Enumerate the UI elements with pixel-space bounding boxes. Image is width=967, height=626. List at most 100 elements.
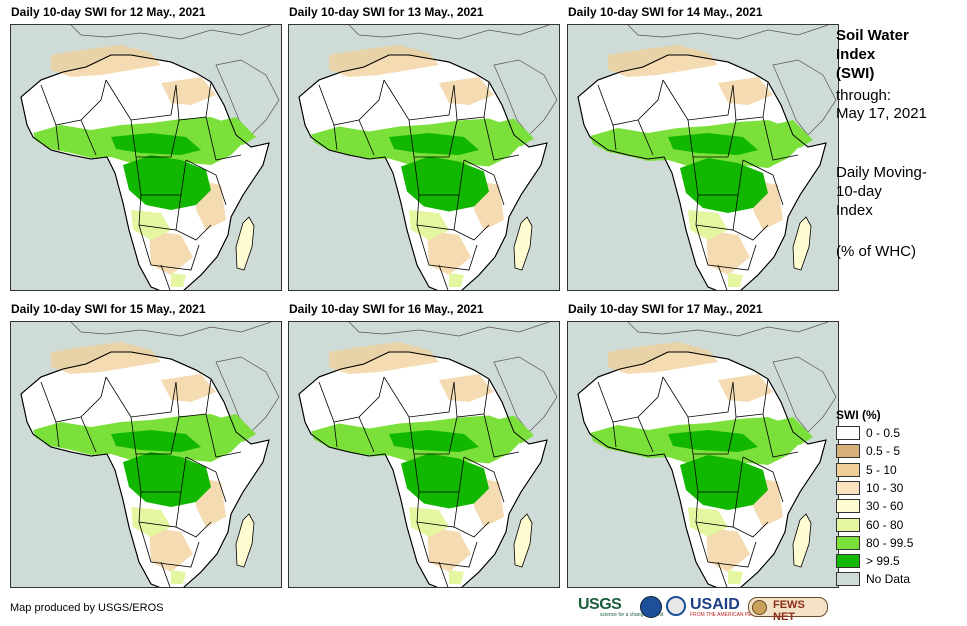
- dry-zone: [149, 527, 193, 572]
- country-border: [695, 194, 739, 231]
- wet-zone: [401, 156, 489, 212]
- country-border: [453, 81, 490, 121]
- legend-label: 30 - 60: [866, 499, 904, 514]
- legend-item: 0.5 - 5: [836, 443, 956, 460]
- country-border: [687, 119, 737, 158]
- europe-coastline: [348, 322, 550, 337]
- africa-coastline: [20, 54, 270, 290]
- moderate-wet-zone: [728, 570, 743, 584]
- country-border: [175, 81, 212, 121]
- legend-item: 0 - 0.5: [836, 425, 956, 442]
- africa-map-svg: [568, 322, 838, 587]
- country-border: [416, 224, 478, 271]
- usaid-tagline: FROM THE AMERICAN PEOPLE: [690, 612, 765, 618]
- panel-title: Daily 10-day SWI for 12 May., 2021: [11, 5, 206, 19]
- legend-swatch: [836, 426, 860, 440]
- country-border: [732, 224, 769, 241]
- africa-map: [10, 321, 282, 588]
- dry-zone: [439, 374, 494, 402]
- legend-swatch: [836, 535, 860, 550]
- index-title-line: (SWI): [836, 65, 875, 82]
- africa-map-svg: [289, 25, 559, 290]
- africa-map: [567, 24, 839, 291]
- wet-zone: [123, 452, 211, 507]
- country-border: [135, 453, 187, 493]
- country-border: [692, 156, 744, 196]
- europe-coastline: [348, 25, 550, 40]
- legend-swatch: [836, 554, 860, 569]
- country-border: [762, 116, 799, 161]
- country-border: [483, 413, 520, 458]
- legend-label: > 99.5: [866, 554, 900, 569]
- map-panel-16-may: Daily 10-day SWI for 16 May., 2021: [288, 302, 566, 595]
- wet-zone: [211, 414, 256, 442]
- legend-item: > 99.5: [836, 553, 956, 570]
- wet-zone: [489, 415, 534, 444]
- country-border: [695, 224, 757, 271]
- wet-zone: [401, 453, 489, 509]
- legend-swatch: [836, 572, 860, 587]
- africa-map-svg: [11, 322, 281, 587]
- country-border: [612, 421, 617, 448]
- country-border: [408, 119, 458, 158]
- madagascar: [235, 513, 255, 568]
- africa-map: [288, 321, 560, 588]
- country-border: [695, 521, 757, 568]
- country-border: [175, 224, 212, 241]
- legend-item: No Data: [836, 571, 956, 588]
- arabia-outline: [215, 59, 280, 136]
- country-border: [135, 156, 187, 196]
- units-label: (% of WHC): [836, 243, 916, 260]
- country-border: [463, 456, 505, 503]
- arabia-outline: [772, 356, 837, 433]
- europe-coastline: [70, 322, 272, 337]
- index-title-line: Soil Water: [836, 27, 909, 44]
- panel-title: Daily 10-day SWI for 17 May., 2021: [568, 302, 763, 316]
- usgs-tagline: science for a changing world: [600, 612, 664, 618]
- country-border: [333, 124, 338, 151]
- country-border: [138, 521, 200, 568]
- country-border: [130, 416, 180, 455]
- country-border: [612, 124, 617, 151]
- dry-zone: [706, 527, 750, 572]
- arabia-outline: [215, 356, 280, 433]
- country-border: [55, 124, 60, 151]
- country-border: [742, 159, 784, 206]
- africa-map: [10, 24, 282, 291]
- africa-coastline: [298, 54, 548, 290]
- country-border: [695, 491, 739, 528]
- arabia-outline: [493, 59, 558, 136]
- country-border: [438, 561, 449, 587]
- country-border: [637, 119, 654, 156]
- wet-zone: [768, 417, 813, 445]
- africa-coastline: [20, 351, 270, 587]
- country-border: [55, 421, 60, 448]
- fews-net-logo: FEWS NET: [748, 597, 828, 623]
- africa-map-svg: [568, 25, 838, 290]
- africa-coastline: [577, 54, 827, 290]
- wet-zone: [489, 118, 534, 147]
- country-border: [358, 119, 375, 156]
- dry-zone: [439, 77, 494, 105]
- map-panel-13-may: Daily 10-day SWI for 13 May., 2021: [288, 5, 566, 298]
- country-border: [453, 521, 490, 538]
- seal-logo-icon: [666, 596, 686, 616]
- legend-title: SWI (%): [836, 408, 881, 422]
- index-title-line: Index: [836, 46, 876, 63]
- dry-zone: [718, 374, 773, 402]
- country-border: [138, 224, 200, 271]
- country-border: [732, 81, 769, 121]
- country-border: [732, 521, 769, 538]
- map-panel-15-may: Daily 10-day SWI for 15 May., 2021: [10, 302, 288, 595]
- moderate-wet-zone: [728, 273, 743, 287]
- legend-label: 80 - 99.5: [866, 535, 914, 550]
- country-border: [416, 491, 460, 528]
- country-border: [717, 561, 728, 587]
- country-border: [717, 264, 728, 290]
- index-description: Daily Moving- 10-day Index: [836, 163, 927, 220]
- madagascar: [513, 216, 533, 271]
- map-panel-17-may: Daily 10-day SWI for 17 May., 2021: [567, 302, 845, 595]
- panel-title: Daily 10-day SWI for 14 May., 2021: [568, 5, 763, 19]
- legend-label: No Data: [866, 572, 911, 587]
- credit-text: Map produced by USGS/EROS: [10, 602, 164, 614]
